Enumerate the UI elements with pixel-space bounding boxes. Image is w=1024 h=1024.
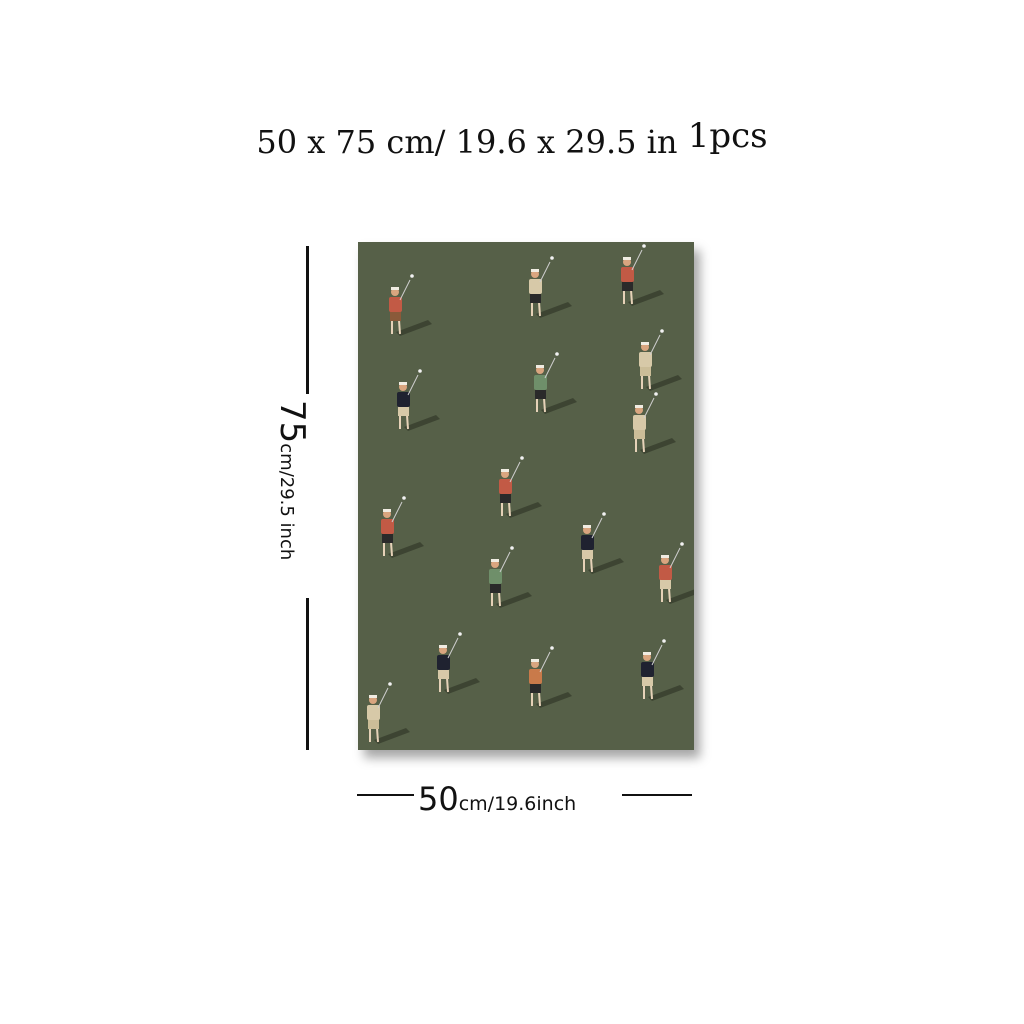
piece-count: 1pcs [687,116,768,156]
width-line-right [622,794,692,796]
golfer-figure [659,542,694,604]
golfer-figure [499,456,542,518]
size-title-text: 50 x 75 cm/ 19.6 x 29.5 in [256,123,678,161]
golfer-figure [529,256,572,318]
golfer-figure [367,682,410,744]
size-title: 50 x 75 cm/ 19.6 x 29.5 in 1pcs [0,116,1024,162]
width-unit: cm/19.6inch [458,793,577,815]
artwork [358,242,694,750]
width-number: 50 [418,780,459,818]
height-label: 75cm/29.5 inch [272,400,312,560]
golfers-illustration [367,244,694,744]
canvas-print [358,242,694,750]
golfer-figure [397,369,440,431]
golfer-figure [641,639,684,701]
golfer-figure [621,244,664,306]
height-line-top [306,246,309,394]
golfer-figure [633,392,676,454]
golfer-figure [581,512,624,574]
width-line-left [357,794,414,796]
golfer-figure [437,632,480,694]
golfer-figure [381,496,424,558]
golfer-figure [389,274,432,336]
width-label: 50cm/19.6inch [418,780,576,818]
height-line-bottom [306,598,309,750]
golfer-figure [639,329,682,391]
golfer-figure [529,646,572,708]
golfer-figure [489,546,532,608]
height-number: 75 [272,400,312,444]
golfer-figure [534,352,577,414]
height-unit: cm/29.5 inch [276,443,297,561]
